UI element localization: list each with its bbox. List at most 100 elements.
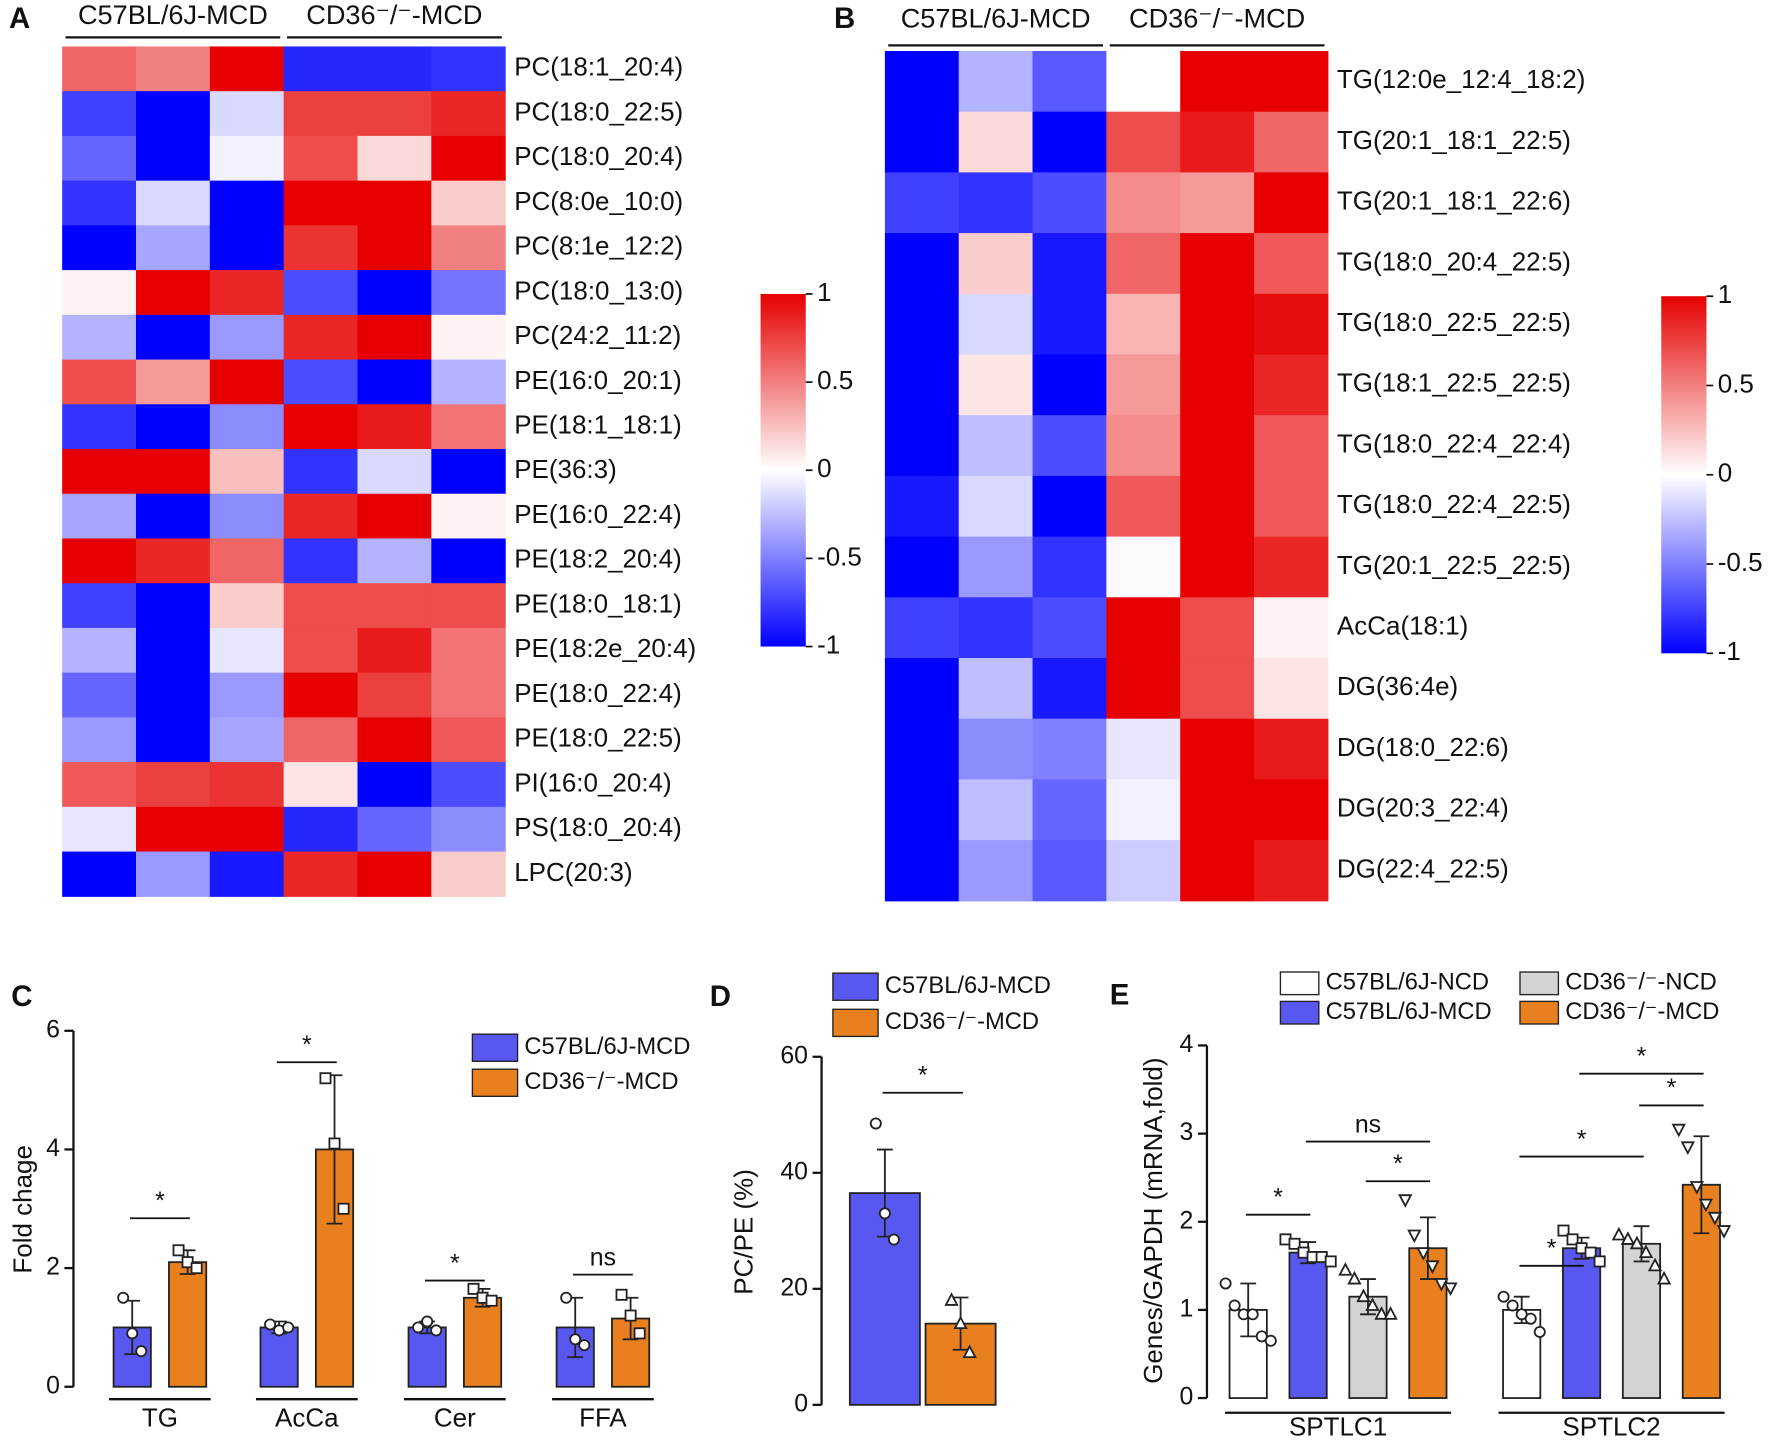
- panel-label: B: [834, 2, 855, 35]
- data-point: [467, 1282, 480, 1295]
- y-axis-label: PC/PE (%): [729, 1169, 759, 1295]
- row-label: PC(8:0e_10:0): [514, 186, 683, 216]
- heat-cell: [357, 359, 432, 405]
- data-point: [1716, 1225, 1732, 1239]
- heat-cell: [357, 851, 432, 897]
- heat-cell: [209, 672, 285, 718]
- colorbar-tick-label: 0: [1718, 458, 1732, 488]
- heat-cell: [884, 415, 960, 477]
- data-point: [1497, 1290, 1510, 1303]
- heat-cell: [62, 46, 137, 92]
- heat-cell: [1106, 718, 1181, 780]
- y-tick-label: 3: [1180, 1118, 1194, 1146]
- y-tick-label: 1: [1180, 1294, 1194, 1322]
- heat-cell: [209, 91, 285, 137]
- data-point: [944, 1292, 959, 1306]
- heat-cell: [958, 779, 1034, 841]
- heat-cell: [135, 493, 211, 540]
- heat-cell: [431, 806, 506, 853]
- data-point: [633, 1327, 646, 1340]
- legend-label: CD36⁻/⁻-MCD: [1565, 999, 1719, 1025]
- x-tick-label: SPTLC1: [1289, 1411, 1387, 1440]
- significance-label: *: [1637, 1042, 1647, 1070]
- heat-cell: [209, 270, 285, 316]
- heat-cell: [958, 536, 1034, 598]
- heat-cell: [431, 91, 506, 137]
- heat-cell: [62, 851, 137, 897]
- legend-label: C57BL/6J-NCD: [1326, 970, 1489, 996]
- row-label: PC(24:2_11:2): [514, 320, 681, 350]
- heat-cell: [884, 293, 960, 356]
- heat-cell: [283, 135, 359, 182]
- heat-cell: [357, 672, 432, 718]
- data-point: [1288, 1237, 1301, 1250]
- heat-cell: [283, 806, 359, 853]
- significance-label: *: [1547, 1235, 1557, 1263]
- row-label: DG(18:0_22:6): [1337, 732, 1509, 762]
- colorbar-tick-label: -0.5: [1718, 547, 1763, 577]
- heat-cell: [1106, 475, 1181, 538]
- x-tick-label: FFA: [579, 1402, 627, 1432]
- heat-cell: [1180, 779, 1255, 841]
- heat-cell: [283, 180, 359, 226]
- heat-cell: [1254, 536, 1329, 598]
- heat-cell: [135, 314, 211, 361]
- heat-cell: [884, 172, 960, 234]
- data-point: [1347, 1270, 1362, 1285]
- colorbar-tick-label: -1: [817, 629, 840, 659]
- heat-cell: [62, 180, 137, 226]
- data-point: [1228, 1299, 1241, 1312]
- heat-cell: [209, 806, 285, 853]
- colorbar-tick-label: -0.5: [817, 541, 862, 571]
- heat-cell: [1032, 111, 1107, 173]
- heat-cell: [283, 493, 359, 540]
- heat-cell: [1106, 233, 1181, 295]
- heat-cell: [357, 46, 432, 92]
- heat-cell: [283, 449, 359, 495]
- heat-cell: [431, 314, 506, 361]
- data-point: [1656, 1270, 1672, 1285]
- heat-cell: [1032, 718, 1107, 780]
- heat-cell: [958, 658, 1034, 720]
- data-point: [264, 1318, 277, 1331]
- heat-cell: [1032, 658, 1107, 720]
- data-point: [319, 1072, 332, 1085]
- heat-cell: [283, 538, 359, 584]
- heat-cell: [1254, 597, 1329, 659]
- colorbar-tick-label: 0: [817, 453, 831, 483]
- heat-cell: [209, 583, 285, 629]
- heat-cell: [884, 597, 960, 659]
- heat-cell: [135, 762, 211, 808]
- data-point: [1425, 1260, 1440, 1274]
- data-point: [172, 1244, 185, 1257]
- heat-cell: [135, 627, 211, 674]
- heat-cell: [431, 180, 506, 226]
- data-point: [1620, 1231, 1636, 1245]
- heat-cell: [958, 840, 1034, 902]
- heat-cell: [62, 225, 137, 271]
- heat-cell: [357, 135, 432, 182]
- heat-cell: [958, 415, 1034, 477]
- heat-cell: [62, 135, 137, 182]
- heat-cell: [357, 270, 432, 316]
- data-point: [1324, 1255, 1337, 1268]
- group-label: C57BL/6J-MCD: [901, 3, 1091, 34]
- heat-cell: [135, 851, 211, 897]
- data-point: [1374, 1306, 1389, 1320]
- significance-label: *: [302, 1031, 312, 1059]
- heat-cell: [62, 672, 137, 718]
- row-label: TG(12:0e_12:4_18:2): [1337, 64, 1585, 94]
- heat-cell: [1106, 415, 1181, 477]
- heat-cell: [1180, 354, 1255, 416]
- legend-swatch: [832, 1008, 879, 1038]
- y-tick-label: 0: [46, 1371, 60, 1399]
- heat-cell: [62, 449, 137, 495]
- data-point: [1707, 1211, 1723, 1226]
- heat-cell: [1180, 111, 1255, 173]
- heat-cell: [958, 354, 1034, 416]
- heat-cell: [431, 583, 506, 629]
- heat-cell: [357, 806, 432, 853]
- heat-cell: [209, 135, 285, 182]
- heat-cell: [1254, 111, 1329, 173]
- heat-cell: [209, 493, 285, 540]
